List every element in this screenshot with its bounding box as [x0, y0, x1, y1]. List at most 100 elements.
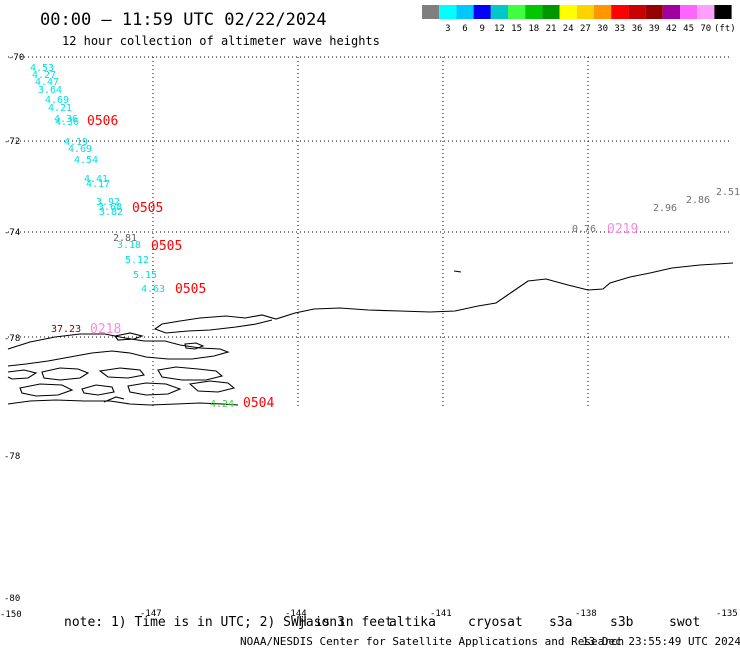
lat-label: -74: [4, 228, 20, 238]
wave-height: 4.69: [45, 95, 69, 106]
wave-height: 4.19: [64, 137, 88, 148]
map-subtitle: 12 hour collection of altimeter wave hei…: [62, 34, 380, 48]
legend-label: 24: [563, 24, 574, 34]
satellite-altika: altika: [389, 615, 436, 630]
lon-label: -135: [716, 609, 738, 619]
legend-label: 39: [649, 24, 660, 34]
island-coast: [81, 384, 115, 396]
legend-swatch: [525, 5, 543, 19]
lon-label: -147: [140, 609, 162, 619]
legend-swatch: [662, 5, 680, 19]
lon-label: -144: [285, 609, 307, 619]
satellite-jason3: jason3: [298, 615, 345, 630]
legend-label: 27: [580, 24, 591, 34]
wave-height: 3.82: [99, 207, 123, 218]
wave-height: 3.18: [117, 240, 141, 251]
wave-height: 2.51: [716, 187, 740, 198]
legend-swatch: [473, 5, 491, 19]
legend-label: 30: [597, 24, 608, 34]
legend-label: 70: [700, 24, 711, 34]
legend-label: 18: [528, 24, 539, 34]
lat-label: -78: [4, 452, 20, 462]
legend-swatch: [628, 5, 646, 19]
lat-label: -70: [8, 53, 24, 63]
wave-height: 3.92: [96, 197, 120, 208]
island-coast: [103, 396, 125, 403]
wave-height: 0.76: [572, 224, 596, 235]
legend-label: 9: [479, 24, 484, 34]
island-coast: [7, 333, 230, 367]
wave-height: 4.41: [84, 174, 108, 185]
legend-label: 6: [462, 24, 467, 34]
legend-swatch: [611, 5, 629, 19]
lat-label: -78: [4, 334, 20, 344]
graticule: [8, 56, 732, 406]
wave-height: 4.47: [35, 77, 59, 88]
island-coast: [98, 367, 146, 379]
wave-height: 4.27: [32, 70, 56, 81]
wave-height: 2.96: [653, 203, 677, 214]
island-coast: [114, 332, 144, 341]
legend-swatch: [714, 5, 732, 19]
pass-labels: 0506 0505 0505 0505 0218 0219 0504: [87, 114, 638, 411]
wave-height: 5.15: [133, 270, 157, 281]
lon-label: -141: [430, 609, 452, 619]
wave-height: 4.69: [68, 144, 92, 155]
generated-timestamp: 13 Dec 23:55:49 UTC 2024: [582, 635, 740, 648]
pass-label: 0505: [175, 282, 206, 297]
legend-label: 3: [445, 24, 450, 34]
island-coast: [127, 382, 182, 396]
footer-note: note: 1) Time is in UTC; 2) SWH is in fe…: [64, 615, 393, 630]
island-coast: [41, 367, 90, 381]
legend-swatch: [456, 5, 474, 19]
legend-swatch: [594, 5, 612, 19]
wave-height: 2.86: [686, 195, 710, 206]
wave-height: 37.23: [51, 324, 81, 335]
island-coast: [19, 383, 74, 397]
legend-swatch: [697, 5, 715, 19]
coastline: [7, 262, 734, 406]
wave-height: 3.64: [38, 85, 62, 96]
land-edge: [7, 399, 239, 406]
lon-label: -138: [575, 609, 597, 619]
wave-height: 4.53: [30, 63, 54, 74]
legend-unit: (ft): [714, 24, 736, 34]
legend-label: 36: [632, 24, 643, 34]
wave-height: 4.36: [55, 117, 79, 128]
ice-shelf-edge: [153, 262, 734, 334]
legend-swatch: [490, 5, 508, 19]
legend-swatch: [508, 5, 526, 19]
pass-label: 0219: [607, 222, 638, 237]
satellite-s3b: s3b: [610, 615, 634, 630]
lat-label: -80: [4, 594, 20, 604]
legend-label: 42: [666, 24, 677, 34]
map-title: 00:00 – 11:59 UTC 02/22/2024: [40, 10, 327, 30]
wave-height: 4.36: [54, 114, 78, 125]
island-coast: [188, 380, 236, 393]
legend-label: 12: [494, 24, 505, 34]
legend-swatch: [645, 5, 663, 19]
satellite-swot: swot: [669, 615, 700, 630]
wave-height-readings: 4.53 4.27 4.47 3.64 4.69 4.21 4.36 4.36 …: [30, 63, 740, 410]
legend-label: 21: [546, 24, 557, 34]
satellite-legend: jason3 altika cryosat s3a s3b swot: [298, 615, 700, 630]
wave-height: 4.54: [74, 155, 98, 166]
color-legend: 3 6 9 12 15 18 21 24 27 30 33 36 39 42 45 70: [422, 5, 732, 34]
legend-swatch: [439, 5, 457, 19]
pass-label: 0506: [87, 114, 118, 129]
wave-height: 4.24: [210, 399, 234, 410]
wave-height: 5.12: [125, 255, 149, 266]
legend-swatch: [559, 5, 577, 19]
legend-swatch: [680, 5, 698, 19]
lat-label: -72: [4, 137, 20, 147]
wave-height: 4.63: [141, 284, 165, 295]
legend-label: 15: [511, 24, 522, 34]
legend-swatch: [542, 5, 560, 19]
wave-height: 3.68: [98, 202, 122, 213]
credit-line: NOAA/NESDIS Center for Satellite Applica…: [240, 635, 624, 648]
pass-label: 0505: [132, 201, 163, 216]
satellite-s3a: s3a: [549, 615, 572, 630]
pass-label: 0504: [243, 396, 274, 411]
pass-label: 0218: [90, 322, 121, 337]
